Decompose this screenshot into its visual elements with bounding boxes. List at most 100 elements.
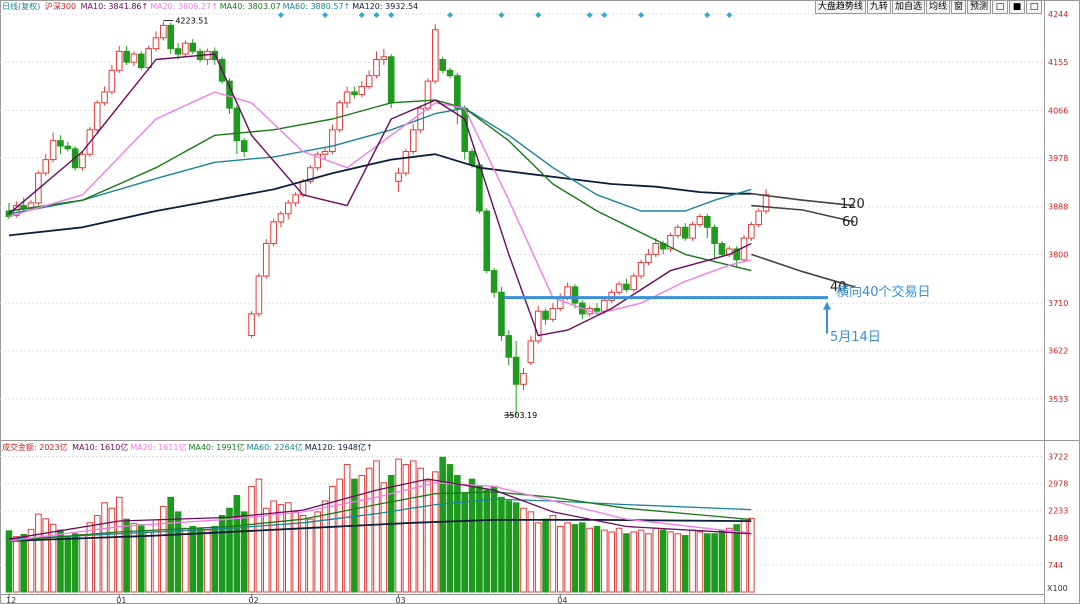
volume-ma20-line <box>8 482 752 542</box>
volume-bar <box>549 515 557 593</box>
volume-bar <box>321 500 329 593</box>
price-tick-label: 3533 <box>1048 395 1068 404</box>
candle <box>174 43 182 60</box>
candle <box>748 221 755 241</box>
candle <box>527 335 535 366</box>
volume-ma10-line <box>8 478 752 540</box>
volume-bar <box>108 507 116 593</box>
candle-body <box>240 140 248 153</box>
price-ma40-line <box>8 99 752 272</box>
volume-bar <box>711 533 718 593</box>
candle <box>49 132 57 163</box>
volume-bar <box>733 524 740 593</box>
candle-body <box>454 75 461 109</box>
candle <box>534 305 542 344</box>
volume-bar <box>468 478 476 593</box>
toolbar-button[interactable]: 预测 <box>966 0 991 14</box>
candle-body <box>93 102 101 131</box>
candle <box>42 154 50 176</box>
volume-legend: 成交金额: 2023亿 MA10: 1610亿 MA20: 1611亿 MA40: … <box>2 443 375 453</box>
candle-body <box>329 129 336 153</box>
volume-bar <box>579 522 586 593</box>
volume-bar <box>432 471 439 593</box>
ma40-end-label: 40 <box>830 280 847 295</box>
volume-bar <box>674 533 682 593</box>
candle-body <box>138 53 145 69</box>
volume-bar <box>703 533 711 593</box>
date-arrow <box>823 301 831 334</box>
volume-bar <box>285 502 292 593</box>
window-icon[interactable]: □ <box>1026 0 1042 14</box>
volume-bar <box>329 485 336 593</box>
volume-bar <box>659 529 667 593</box>
volume-bar <box>490 485 498 593</box>
volume-bar <box>277 504 285 593</box>
candle <box>365 70 373 90</box>
volume-bar <box>402 464 410 593</box>
candle-body <box>285 202 292 215</box>
toolbar-button[interactable]: 均线 <box>925 0 950 14</box>
volume-bar <box>204 529 211 593</box>
volume-bar <box>351 478 358 593</box>
candle-body <box>79 153 86 169</box>
low-label: 3503.19 <box>504 411 537 420</box>
volume-bar <box>64 535 72 593</box>
toolbar-button[interactable]: 大盘趋势线 <box>814 0 866 14</box>
candle-body <box>387 56 395 104</box>
candle <box>762 189 770 214</box>
volume-bar <box>93 515 101 593</box>
candle-body <box>468 151 476 166</box>
volume-tick-label: 2978 <box>1048 480 1068 489</box>
ma60-projection-line <box>751 204 855 223</box>
candle-body <box>490 270 498 293</box>
candle-body <box>601 299 608 312</box>
candle <box>556 293 564 312</box>
candle <box>409 124 417 155</box>
signal-marker <box>638 12 645 18</box>
volume-bar <box>512 502 520 593</box>
candle <box>674 224 682 239</box>
candle <box>262 239 270 279</box>
candle <box>108 64 116 95</box>
candle <box>189 38 197 55</box>
price-ma120-line <box>8 153 752 237</box>
volume-bars <box>5 456 755 593</box>
volume-bar <box>358 474 366 593</box>
signal-marker <box>322 12 329 18</box>
candle-body <box>446 69 454 77</box>
candle-body <box>358 86 366 96</box>
toolbar-button[interactable]: 窗 <box>950 0 966 14</box>
volume-bar <box>652 527 660 593</box>
candle <box>57 135 64 155</box>
candle <box>351 86 358 99</box>
restore-icon[interactable]: □ <box>992 0 1008 14</box>
maximize-icon[interactable]: ■ <box>1009 0 1025 14</box>
volume-bar <box>130 523 138 593</box>
toolbar-button[interactable]: 九转 <box>866 0 891 14</box>
candle-body <box>681 226 689 239</box>
volume-bar <box>520 507 527 593</box>
volume-bar <box>483 489 491 593</box>
volume-bar <box>424 480 432 593</box>
candle <box>454 73 461 125</box>
candle <box>130 51 138 66</box>
candle-body <box>115 50 123 71</box>
volume-bar <box>160 505 167 593</box>
period-label: 日线(复权) <box>2 2 41 11</box>
volume-tick-label: 3722 <box>1048 452 1068 461</box>
volume-bar <box>637 529 645 593</box>
candle-body <box>123 50 130 63</box>
candle <box>740 235 748 263</box>
signal-marker <box>601 12 608 18</box>
volume-bar <box>49 523 57 593</box>
date-tick-label: 01 <box>116 596 126 604</box>
candle-body <box>520 372 527 385</box>
candle <box>248 311 255 339</box>
volume-bar <box>608 531 616 593</box>
volume-bar <box>689 529 696 593</box>
candle-body <box>262 243 270 277</box>
toolbar-button[interactable]: 加自选 <box>891 0 925 14</box>
candle-body <box>615 283 623 293</box>
ma120-end-label: 120 <box>840 197 865 212</box>
volume-bar <box>667 531 674 593</box>
